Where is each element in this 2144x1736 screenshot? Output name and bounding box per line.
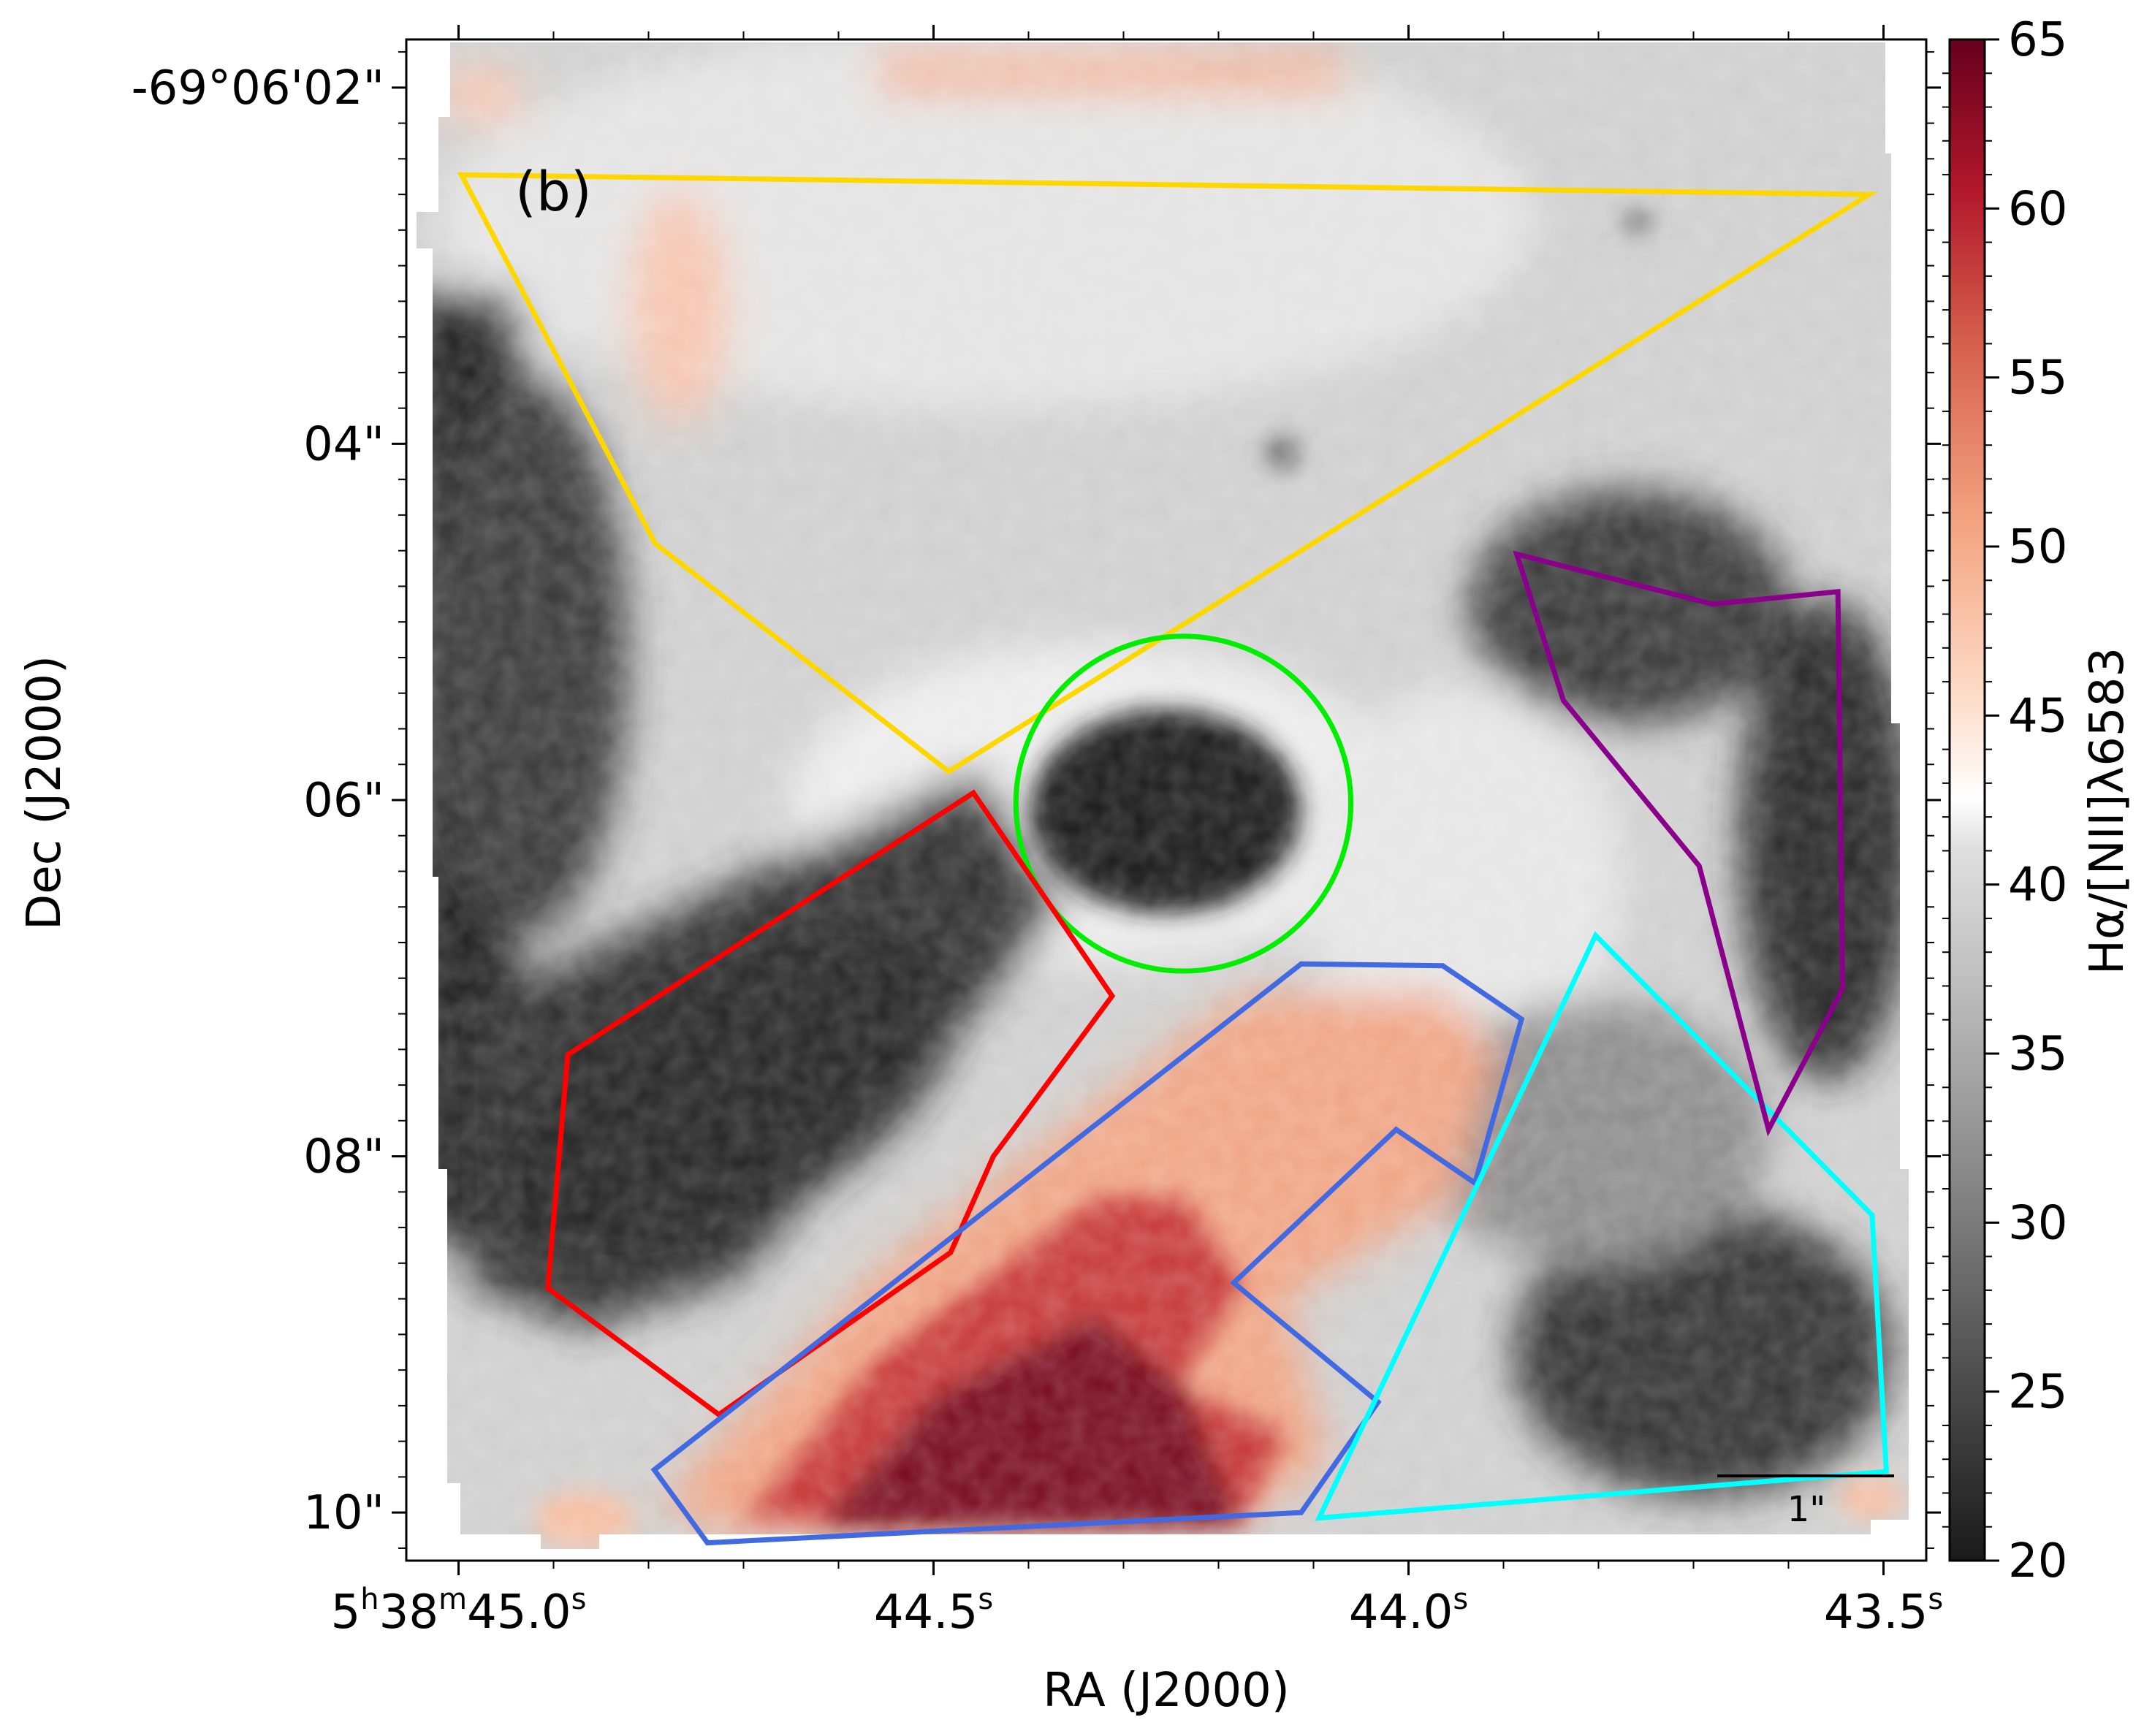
x-tick-label: 44.5s	[874, 1583, 993, 1640]
y-tick-label: 10"	[303, 1486, 384, 1540]
colorbar-tick-label: 65	[2008, 13, 2067, 67]
ratio-map	[417, 42, 1909, 1549]
colorbar-gradient	[1948, 38, 1986, 1562]
x-axis-label: RA (J2000)	[1043, 1664, 1290, 1718]
cell-texture	[417, 42, 1909, 1549]
colorbar-tick-label: 35	[2008, 1027, 2067, 1081]
x-tick-label: 5h38m45.0s	[331, 1583, 587, 1640]
colorbar-tick-label: 50	[2008, 520, 2067, 574]
panel-label: (b)	[515, 161, 592, 224]
x-tick-label: 43.5s	[1824, 1583, 1943, 1640]
cyan-region	[1315, 931, 1890, 1521]
regions-layer	[457, 172, 1890, 1546]
colorbar-tick-label: 55	[2008, 351, 2067, 406]
colorbar-tick-label: 45	[2008, 689, 2067, 743]
purple-region	[1513, 550, 1846, 1137]
colorbar-tick-label: 20	[2008, 1534, 2067, 1588]
y-axis-label: Dec (J2000)	[18, 655, 72, 930]
y-tick-label: 06"	[303, 774, 384, 828]
red-region	[545, 789, 1116, 1418]
green-region	[1013, 633, 1354, 974]
y-tick-label: 08"	[303, 1130, 384, 1184]
y-tick-label: 04"	[303, 417, 384, 471]
colorbar-tick-label: 30	[2008, 1196, 2067, 1250]
scale-bar-label: 1"	[1787, 1489, 1826, 1530]
colorbar: 20 25 30 35 40 45 50 55 60 65	[1942, 13, 2067, 1588]
blue-region	[650, 961, 1525, 1546]
x-tick-label: 44.0s	[1349, 1583, 1468, 1640]
colorbar-tick-label: 25	[2008, 1366, 2067, 1420]
colorbar-tick-label: 60	[2008, 182, 2067, 236]
axes-layer: 5h38m45.0s 44.5s 44.0s 43.5s -69°06'02" 04" 06…	[132, 25, 1943, 1640]
colorbar-label: Hα/[NII]λ6583	[2080, 647, 2135, 975]
scale-bar: 1"	[1717, 1474, 1894, 1530]
y-tick-label: -69°06'02"	[132, 61, 384, 115]
colorbar-tick-label: 40	[2008, 859, 2067, 913]
yellow-region	[457, 172, 1878, 775]
